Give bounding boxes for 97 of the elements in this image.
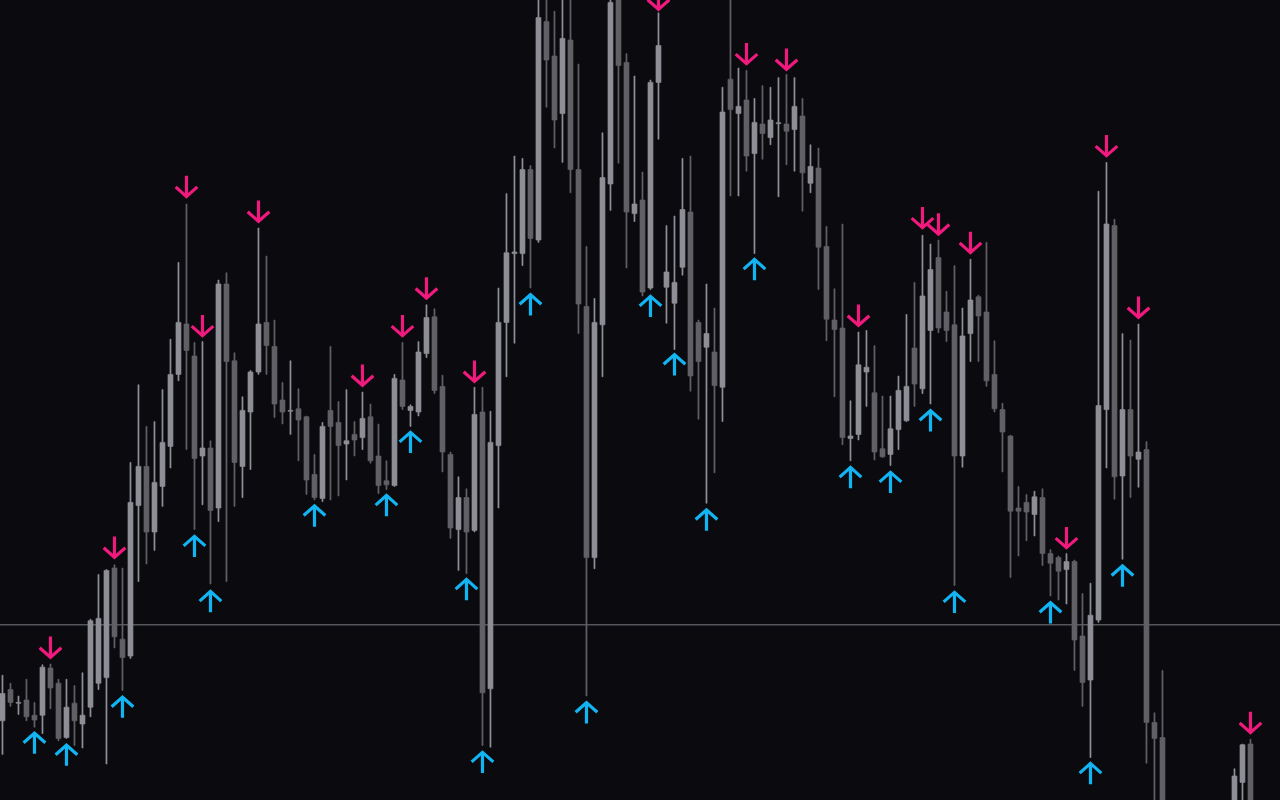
point bbox=[518, 292, 543, 316]
candlestick bbox=[287, 360, 294, 435]
point bbox=[102, 536, 127, 560]
candlestick bbox=[967, 258, 974, 362]
point bbox=[878, 470, 903, 494]
point bbox=[742, 257, 767, 281]
candlestick bbox=[63, 678, 70, 739]
point bbox=[454, 577, 479, 601]
point bbox=[638, 294, 663, 318]
point bbox=[838, 465, 863, 489]
point bbox=[398, 430, 423, 454]
candlestick bbox=[471, 386, 478, 533]
point bbox=[1126, 296, 1151, 320]
point bbox=[1054, 526, 1079, 550]
candlestick bbox=[191, 342, 198, 530]
point bbox=[1094, 134, 1119, 158]
candlestick bbox=[215, 279, 222, 522]
point bbox=[1078, 761, 1103, 785]
candlestick bbox=[727, 0, 734, 197]
point bbox=[198, 589, 223, 613]
candlestick bbox=[0, 674, 6, 755]
point bbox=[1238, 711, 1263, 735]
candlestick bbox=[7, 682, 14, 707]
point bbox=[694, 507, 719, 531]
candlestick bbox=[719, 86, 726, 422]
candlestick bbox=[319, 422, 326, 502]
candlestick bbox=[351, 421, 358, 457]
point bbox=[958, 231, 983, 255]
candlestick bbox=[15, 695, 22, 715]
candlestick bbox=[639, 171, 646, 297]
point bbox=[1110, 563, 1135, 587]
candlestick bbox=[463, 488, 470, 574]
point bbox=[846, 304, 871, 328]
point bbox=[462, 360, 487, 384]
point bbox=[374, 493, 399, 517]
candlestick bbox=[39, 664, 46, 734]
candlestick bbox=[703, 283, 710, 504]
point bbox=[350, 364, 375, 388]
point bbox=[662, 352, 687, 376]
candlestick bbox=[751, 98, 758, 254]
candlestick bbox=[959, 307, 966, 468]
candlestick bbox=[71, 685, 78, 746]
point bbox=[774, 48, 799, 72]
point bbox=[910, 206, 935, 230]
candlestick bbox=[1247, 738, 1254, 800]
candlestick bbox=[679, 158, 686, 276]
candlestick bbox=[847, 400, 854, 462]
candlestick bbox=[807, 144, 814, 194]
point bbox=[390, 314, 415, 338]
point bbox=[190, 314, 215, 338]
point bbox=[38, 636, 63, 660]
candlestick bbox=[791, 77, 798, 172]
candlestick bbox=[1063, 553, 1070, 605]
candlestick bbox=[447, 451, 454, 539]
point bbox=[918, 408, 943, 432]
candlestick bbox=[183, 203, 190, 450]
candlestick bbox=[1135, 323, 1142, 488]
candlestick bbox=[1127, 339, 1134, 498]
candlestick bbox=[1111, 218, 1118, 500]
point bbox=[414, 277, 439, 301]
point bbox=[942, 590, 967, 614]
candlestick bbox=[143, 426, 150, 565]
candlestick bbox=[999, 402, 1006, 473]
candlestick bbox=[1031, 490, 1038, 537]
candlestick bbox=[455, 476, 462, 571]
point bbox=[54, 742, 79, 766]
point bbox=[302, 503, 327, 527]
point bbox=[22, 730, 47, 754]
candlestick bbox=[79, 672, 86, 749]
candlestick bbox=[359, 391, 366, 450]
candlestick bbox=[207, 440, 214, 585]
candlestick bbox=[911, 282, 918, 407]
candlestick bbox=[1119, 333, 1126, 560]
point bbox=[734, 42, 759, 66]
candlestick bbox=[527, 165, 534, 289]
candlestick bbox=[735, 67, 742, 197]
candlestick bbox=[263, 255, 270, 375]
point bbox=[926, 213, 951, 237]
candlestick bbox=[743, 70, 750, 172]
point bbox=[182, 534, 207, 558]
candlestick bbox=[391, 374, 398, 487]
candlestick bbox=[759, 85, 766, 160]
candlestick bbox=[399, 342, 406, 410]
point bbox=[1038, 600, 1063, 624]
point bbox=[246, 200, 271, 224]
candlestick bbox=[783, 74, 790, 166]
point bbox=[574, 700, 599, 724]
point bbox=[470, 750, 495, 774]
candlestick bbox=[631, 75, 638, 222]
point bbox=[110, 694, 135, 718]
candlestick bbox=[535, 0, 542, 243]
candlestick bbox=[711, 307, 718, 474]
candlestick bbox=[343, 389, 350, 481]
candlestick bbox=[559, 0, 566, 163]
candlestick bbox=[799, 98, 806, 212]
point bbox=[174, 175, 199, 199]
candlestick bbox=[199, 341, 206, 506]
